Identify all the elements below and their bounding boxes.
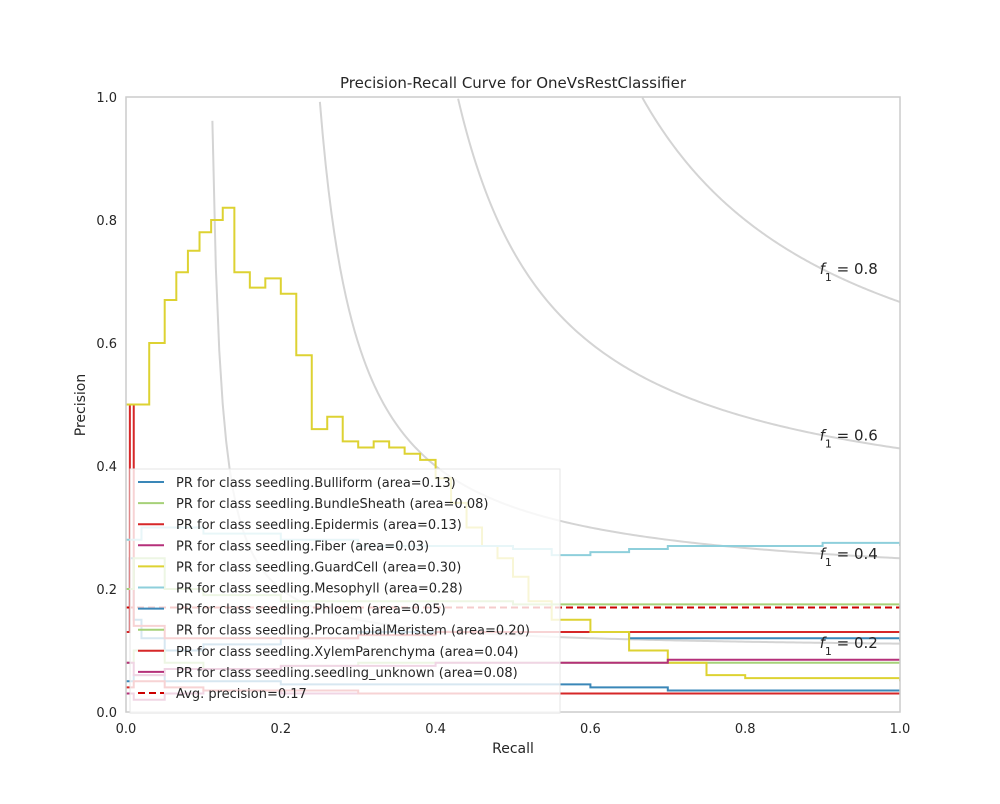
legend-label: PR for class seedling.ProcambialMeristem…	[176, 624, 530, 639]
y-tick-label: 0.8	[96, 214, 117, 229]
x-tick-label: 0.2	[270, 722, 291, 737]
y-axis-label: Precision	[73, 374, 89, 436]
iso-f1-curve	[641, 97, 900, 303]
x-axis-label: Recall	[492, 741, 534, 757]
x-tick-label: 0.8	[735, 722, 756, 737]
y-tick-label: 0.0	[96, 706, 117, 721]
iso-f1-label: f1 = 0.2	[820, 634, 878, 658]
legend-label: PR for class seedling.Phloem (area=0.05)	[176, 603, 446, 618]
y-tick-label: 1.0	[96, 91, 117, 106]
legend-label: PR for class seedling.XylemParenchyma (a…	[176, 645, 519, 660]
legend-label: Avg. precision=0.17	[176, 687, 307, 702]
legend-label: PR for class seedling.Fiber (area=0.03)	[176, 539, 429, 554]
axis-ticks: 0.0 0.2 0.4 0.6 0.8 1.0 0.0 0.2 0.4 0.6 0.8 1.0	[96, 91, 910, 737]
x-tick-label: 1.0	[890, 722, 911, 737]
y-tick-label: 0.6	[96, 337, 117, 352]
legend-label: PR for class seedling.GuardCell (area=0.…	[176, 560, 461, 575]
iso-f1-curve	[318, 101, 900, 560]
legend-label: PR for class seedling.Bulliform (area=0.…	[176, 476, 456, 491]
legend-label: PR for class seedling.BundleSheath (area…	[176, 497, 488, 512]
y-tick-label: 0.4	[96, 460, 117, 475]
legend-box	[129, 468, 561, 714]
series-line	[126, 206, 900, 682]
x-tick-label: 0.0	[116, 722, 137, 737]
iso-f1-curve	[457, 98, 900, 450]
legend-label: PR for class seedling.Mesophyll (area=0.…	[176, 582, 463, 597]
iso-f1-label: f1 = 0.6	[820, 426, 878, 450]
iso-f1-label: f1 = 0.8	[820, 260, 878, 284]
legend-label: PR for class seedling.Epidermis (area=0.…	[176, 518, 462, 533]
legend: PR for class seedling.Bulliform (area=0.…	[129, 468, 561, 714]
x-tick-label: 0.4	[425, 722, 446, 737]
chart-title: Precision-Recall Curve for OneVsRestClas…	[340, 74, 687, 92]
x-tick-label: 0.6	[580, 722, 601, 737]
legend-label: PR for class seedling.seedling_unknown (…	[176, 666, 518, 681]
y-tick-label: 0.2	[96, 583, 117, 598]
iso-f1-label: f1 = 0.4	[820, 545, 878, 569]
